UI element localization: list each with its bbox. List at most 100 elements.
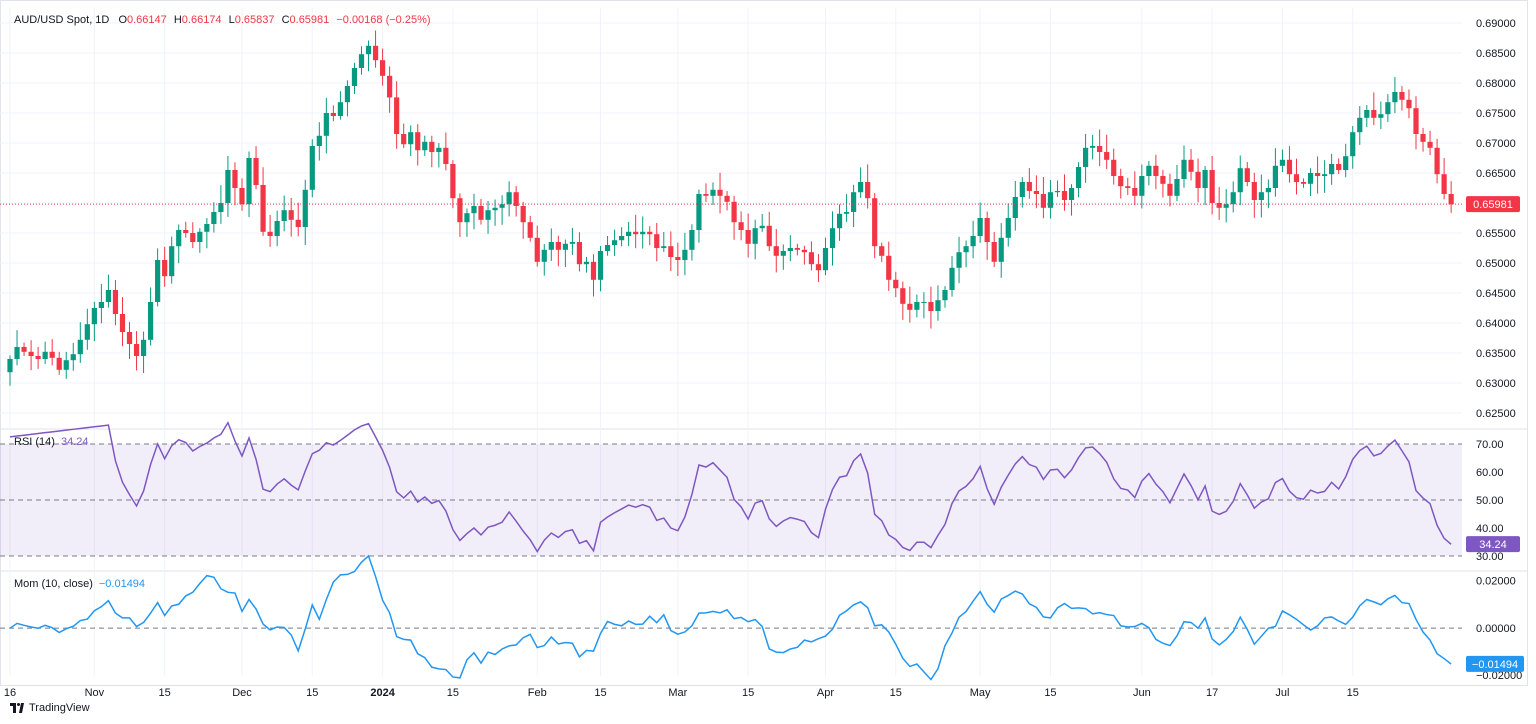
candle-body xyxy=(752,228,758,244)
x-tick-label: 2024 xyxy=(370,687,395,699)
candle xyxy=(1244,161,1250,187)
candle-body xyxy=(1174,179,1180,196)
candle-body xyxy=(1202,170,1208,188)
x-tick-label: 15 xyxy=(742,687,754,699)
symbol-name[interactable]: AUD/USD Spot, 1D xyxy=(14,14,110,26)
x-tick-label: Apr xyxy=(817,687,834,699)
candle xyxy=(879,242,885,262)
candle xyxy=(49,339,55,366)
candle-body xyxy=(246,158,252,205)
candle-body xyxy=(822,248,829,271)
x-tick-label: 15 xyxy=(306,687,318,699)
price-tick-label: 0.66500 xyxy=(1476,168,1516,180)
candle xyxy=(408,125,414,156)
candle-body xyxy=(14,347,20,359)
candle xyxy=(1174,164,1180,202)
candle-body xyxy=(513,192,519,206)
candle xyxy=(858,167,864,199)
tradingview-brand[interactable]: TradingView xyxy=(10,702,90,714)
rsi-legend-value: 34.24 xyxy=(60,436,89,448)
candle xyxy=(520,201,526,239)
candle xyxy=(675,242,681,277)
candle-body xyxy=(731,201,737,223)
candle-body xyxy=(1244,168,1250,182)
last-price-label: 0.65981 xyxy=(1473,199,1513,211)
candle-body xyxy=(900,288,906,304)
candle xyxy=(1111,148,1117,185)
candle xyxy=(140,331,147,373)
candle xyxy=(379,48,386,86)
candle-body xyxy=(1195,171,1201,188)
candle xyxy=(1181,145,1187,188)
candle-body xyxy=(921,302,927,303)
x-tick-label: 15 xyxy=(447,687,459,699)
candle xyxy=(443,132,449,171)
close-value: 0.65981 xyxy=(289,14,330,26)
candle xyxy=(1399,86,1405,111)
candle-body xyxy=(190,233,196,242)
candle xyxy=(1314,156,1321,194)
candle xyxy=(865,164,871,209)
candle-body xyxy=(119,314,126,332)
momentum-last-label: −0.01494 xyxy=(1472,659,1518,671)
candle-body xyxy=(358,54,365,68)
candle-body xyxy=(1371,110,1377,118)
rsi-legend[interactable]: RSI (14) 34.24 xyxy=(14,436,89,448)
candle-body xyxy=(288,210,294,220)
candle xyxy=(1019,177,1025,208)
candle-body xyxy=(1005,218,1011,238)
candle xyxy=(597,246,604,292)
candle-body xyxy=(267,231,273,236)
candle-body xyxy=(836,213,843,229)
candle-body xyxy=(365,45,372,55)
candle-body xyxy=(1188,159,1194,172)
candle-body xyxy=(63,360,69,370)
candle xyxy=(281,195,287,232)
candle xyxy=(907,286,913,323)
candle xyxy=(1251,172,1257,218)
rsi-line xyxy=(9,420,1452,553)
candle xyxy=(661,231,667,252)
candle-body xyxy=(879,246,885,256)
candle xyxy=(1054,180,1061,197)
price-tick-label: 0.65000 xyxy=(1476,258,1516,270)
candle xyxy=(780,244,786,270)
candle-body xyxy=(654,234,660,248)
candle-body xyxy=(1336,164,1342,170)
momentum-legend[interactable]: Mom (10, close) −0.01494 xyxy=(14,578,145,590)
candle-body xyxy=(464,213,470,223)
candle xyxy=(689,224,695,261)
x-tick-label: 17 xyxy=(1206,687,1218,699)
candle-body xyxy=(1272,165,1278,188)
candle xyxy=(1125,177,1131,195)
candle-body xyxy=(1047,192,1054,208)
candle-body xyxy=(316,135,322,146)
candle xyxy=(77,322,83,363)
candle xyxy=(330,105,336,122)
candle-body xyxy=(133,344,140,356)
candle xyxy=(183,221,189,238)
candle xyxy=(1350,126,1356,169)
candle xyxy=(1265,179,1271,209)
candle-body xyxy=(1378,114,1384,118)
candle-body xyxy=(527,222,533,238)
candle-body xyxy=(1033,191,1039,194)
candle-body xyxy=(583,261,590,265)
candle xyxy=(611,229,618,257)
candle xyxy=(590,254,597,297)
candle-body xyxy=(696,194,702,230)
candle-body xyxy=(225,170,231,203)
candle xyxy=(267,214,273,247)
candle xyxy=(1090,134,1096,160)
candle-body xyxy=(520,206,526,223)
candle-body xyxy=(1153,165,1159,176)
candle xyxy=(401,123,407,149)
candle xyxy=(773,228,779,273)
high-label: H xyxy=(173,14,182,26)
candle-body xyxy=(604,245,611,251)
candle xyxy=(808,241,815,271)
candle xyxy=(1237,155,1243,206)
candle xyxy=(1026,167,1032,199)
candle xyxy=(527,215,533,242)
